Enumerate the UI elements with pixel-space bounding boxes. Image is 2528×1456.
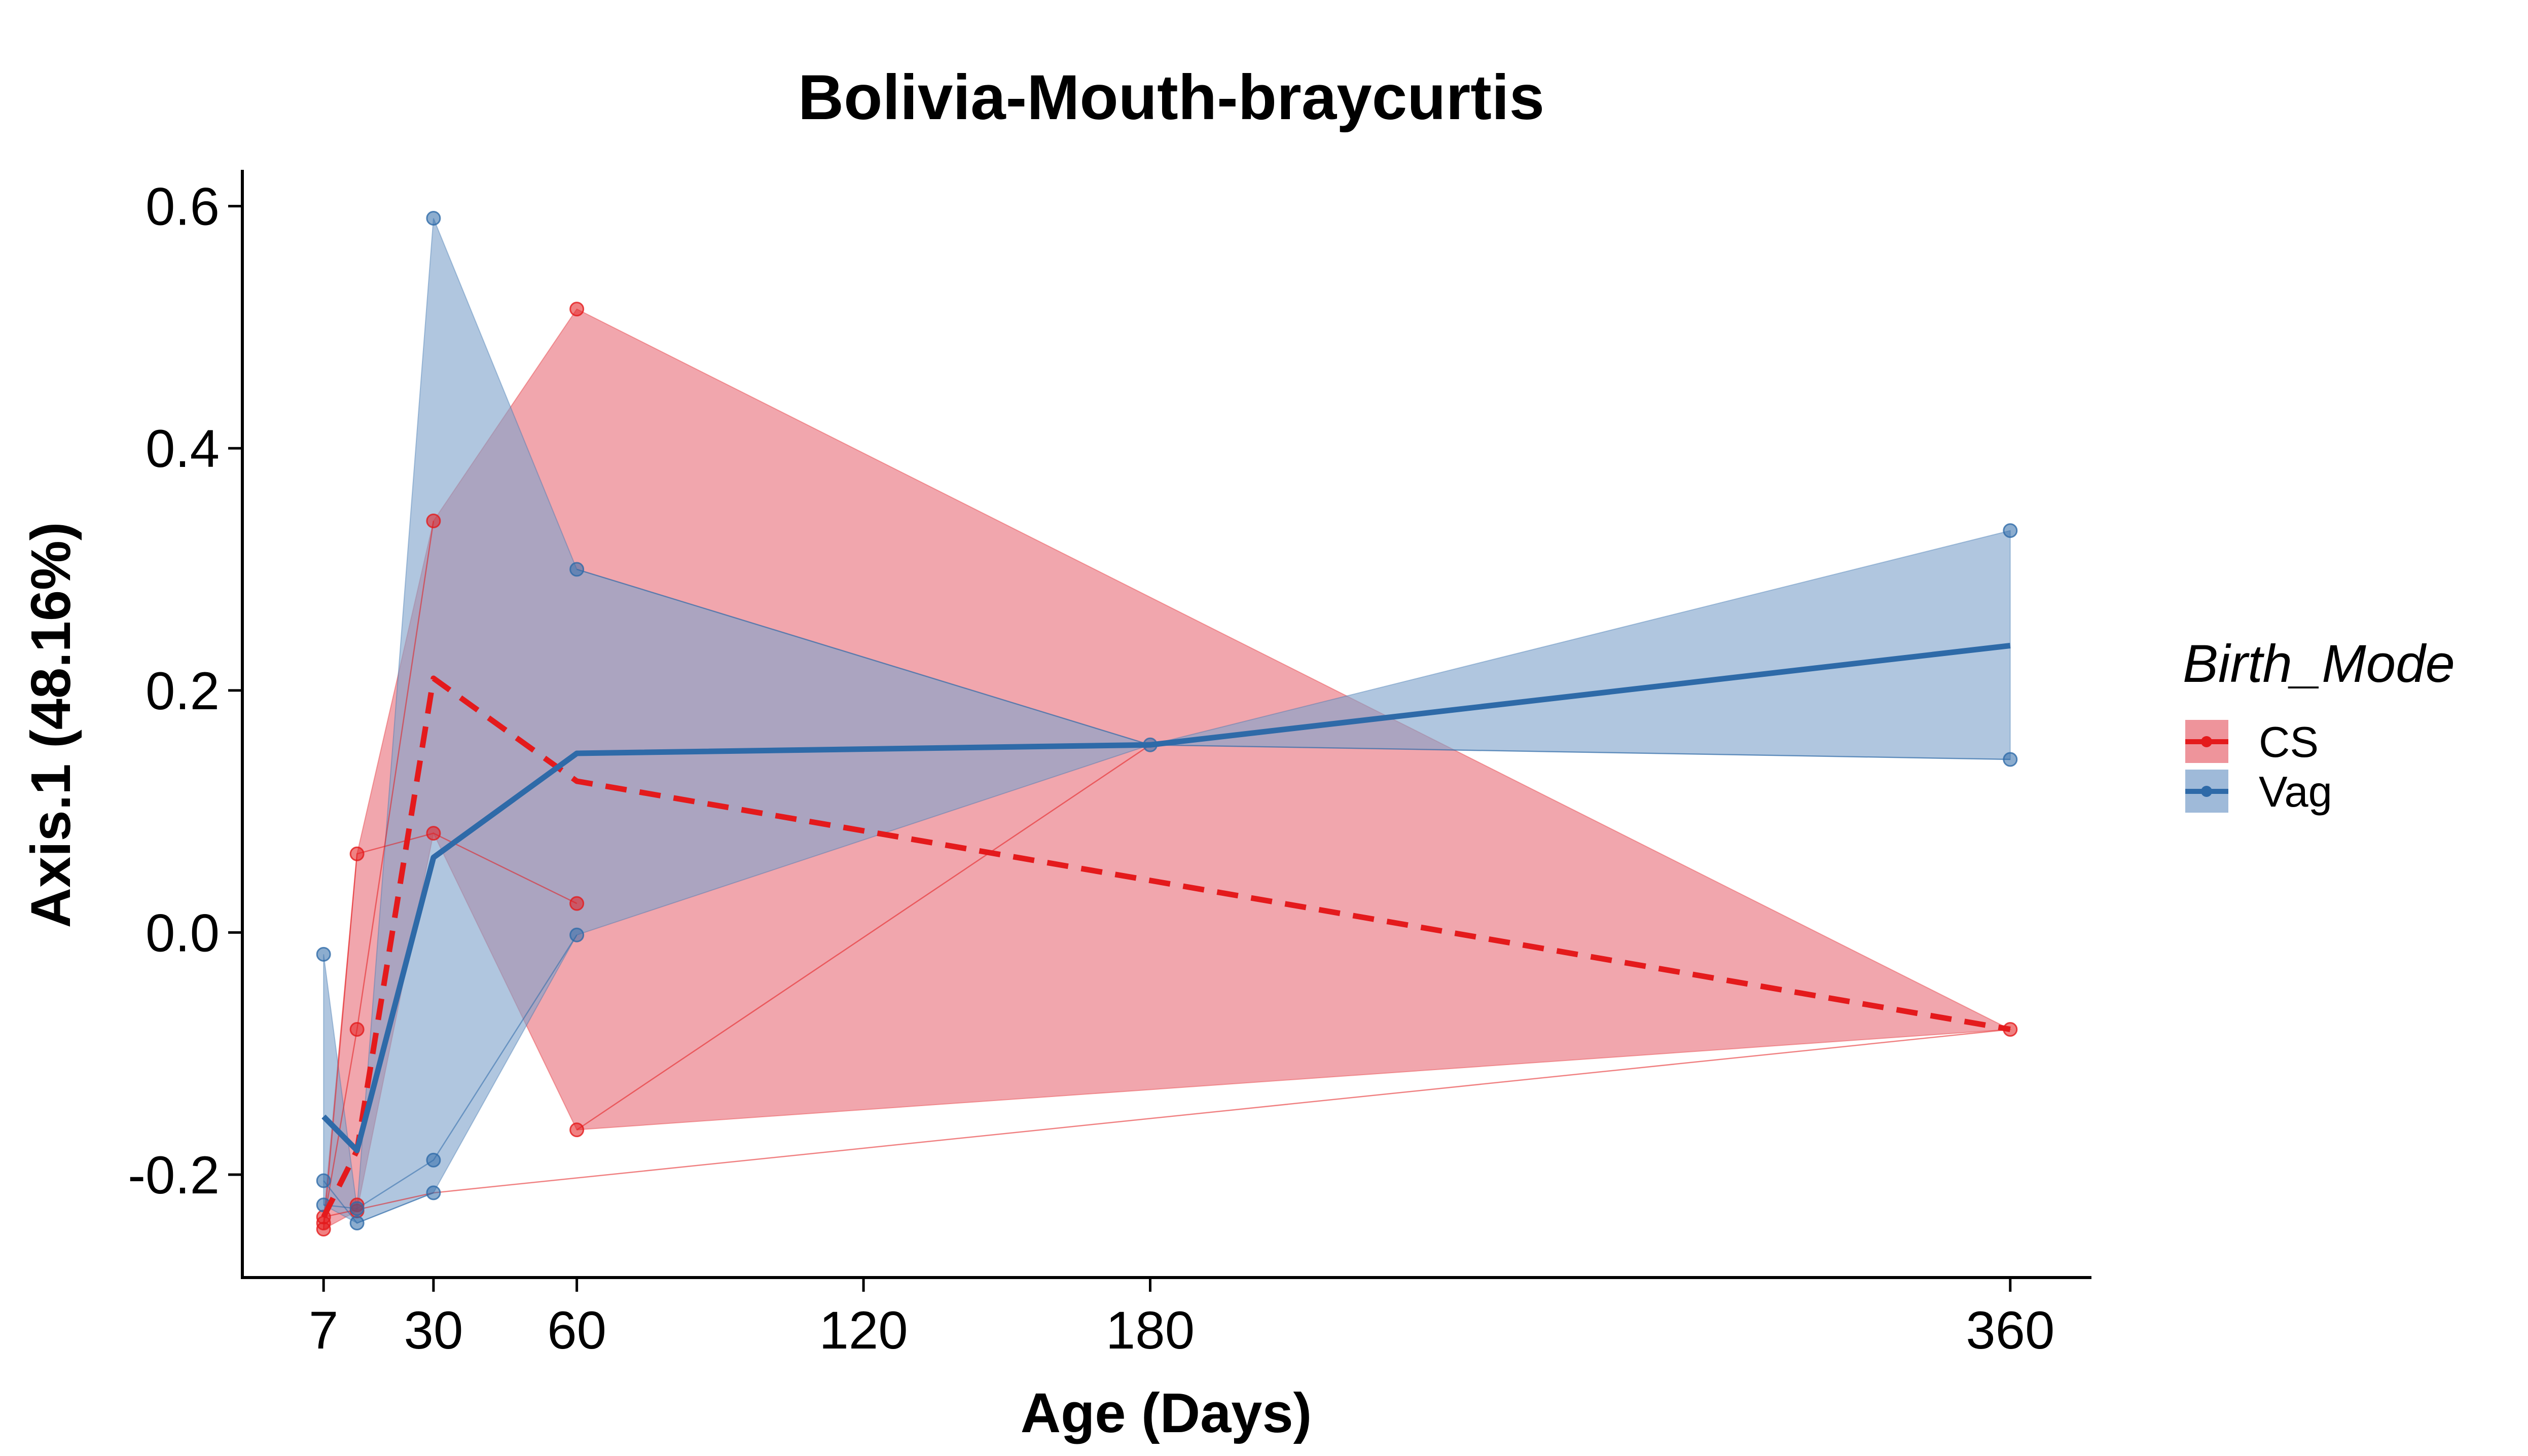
- y-tick-label: 0.6: [146, 177, 220, 237]
- x-tick-label: 60: [547, 1301, 606, 1360]
- data-point-vag: [349, 1216, 365, 1231]
- legend-title: Birth_Mode: [2183, 634, 2455, 694]
- x-tick-label: 120: [819, 1301, 908, 1360]
- x-tick-label: 30: [404, 1301, 463, 1360]
- data-point-vag: [569, 562, 585, 577]
- mean-lines: [321, 643, 2011, 1219]
- data-point-cs: [426, 514, 441, 529]
- y-ticks: -0.2 0.0 0.2 0.4 0.6: [128, 177, 242, 1205]
- axes: 7 30 60 120 180 360 -0.2 0.0 0.2 0.4 0.6: [128, 170, 2091, 1360]
- legend-key-point-cs: [2201, 736, 2212, 747]
- data-point-vag: [316, 947, 331, 962]
- data-point-vag: [426, 1152, 441, 1168]
- data-point-cs: [569, 1122, 585, 1138]
- y-tick-label: 0.2: [146, 662, 220, 721]
- data-point-cs: [349, 846, 365, 861]
- legend-entry-cs: CS: [2185, 718, 2319, 767]
- mean-line-cs: [321, 675, 2011, 1219]
- x-ticks: 7 30 60 120 180 360: [309, 1278, 2054, 1360]
- x-tick-label: 360: [1966, 1301, 2054, 1360]
- data-point-cs: [569, 302, 585, 317]
- legend-label-cs: CS: [2259, 718, 2319, 767]
- x-tick-label: 180: [1106, 1301, 1195, 1360]
- data-point-cs: [316, 1221, 331, 1236]
- plot-area: [316, 211, 2018, 1236]
- y-tick-label: 0.0: [146, 903, 220, 963]
- mean-line-vag: [321, 643, 2011, 1153]
- data-point-cs: [569, 896, 585, 911]
- legend: Birth_Mode CS Vag: [2183, 634, 2455, 816]
- y-axis-title: Axis.1 (48.16%): [20, 522, 82, 928]
- data-point-vag: [2003, 752, 2018, 767]
- data-point-cs: [426, 826, 441, 841]
- chart-title: Bolivia-Mouth-braycurtis: [798, 62, 1544, 133]
- legend-label-vag: Vag: [2259, 768, 2332, 816]
- x-tick-label: 7: [309, 1301, 338, 1360]
- x-axis-title: Age (Days): [1021, 1382, 1312, 1444]
- subject-line-cs: [322, 832, 577, 1229]
- data-point-vag: [316, 1173, 331, 1188]
- data-point-vag: [426, 1185, 441, 1200]
- data-point-vag: [426, 211, 441, 226]
- data-point-vag: [349, 1201, 365, 1216]
- subject-line-cs: [576, 744, 1151, 1131]
- legend-entry-vag: Vag: [2185, 768, 2332, 816]
- subject-line-vag: [323, 934, 577, 1210]
- data-point-cs: [349, 1022, 365, 1037]
- data-point-vag: [569, 927, 585, 942]
- y-tick-label: -0.2: [128, 1146, 220, 1205]
- data-point-vag: [2003, 523, 2018, 538]
- legend-key-point-vag: [2201, 786, 2212, 797]
- band-cs: [323, 308, 2012, 1230]
- y-tick-label: 0.4: [146, 419, 220, 479]
